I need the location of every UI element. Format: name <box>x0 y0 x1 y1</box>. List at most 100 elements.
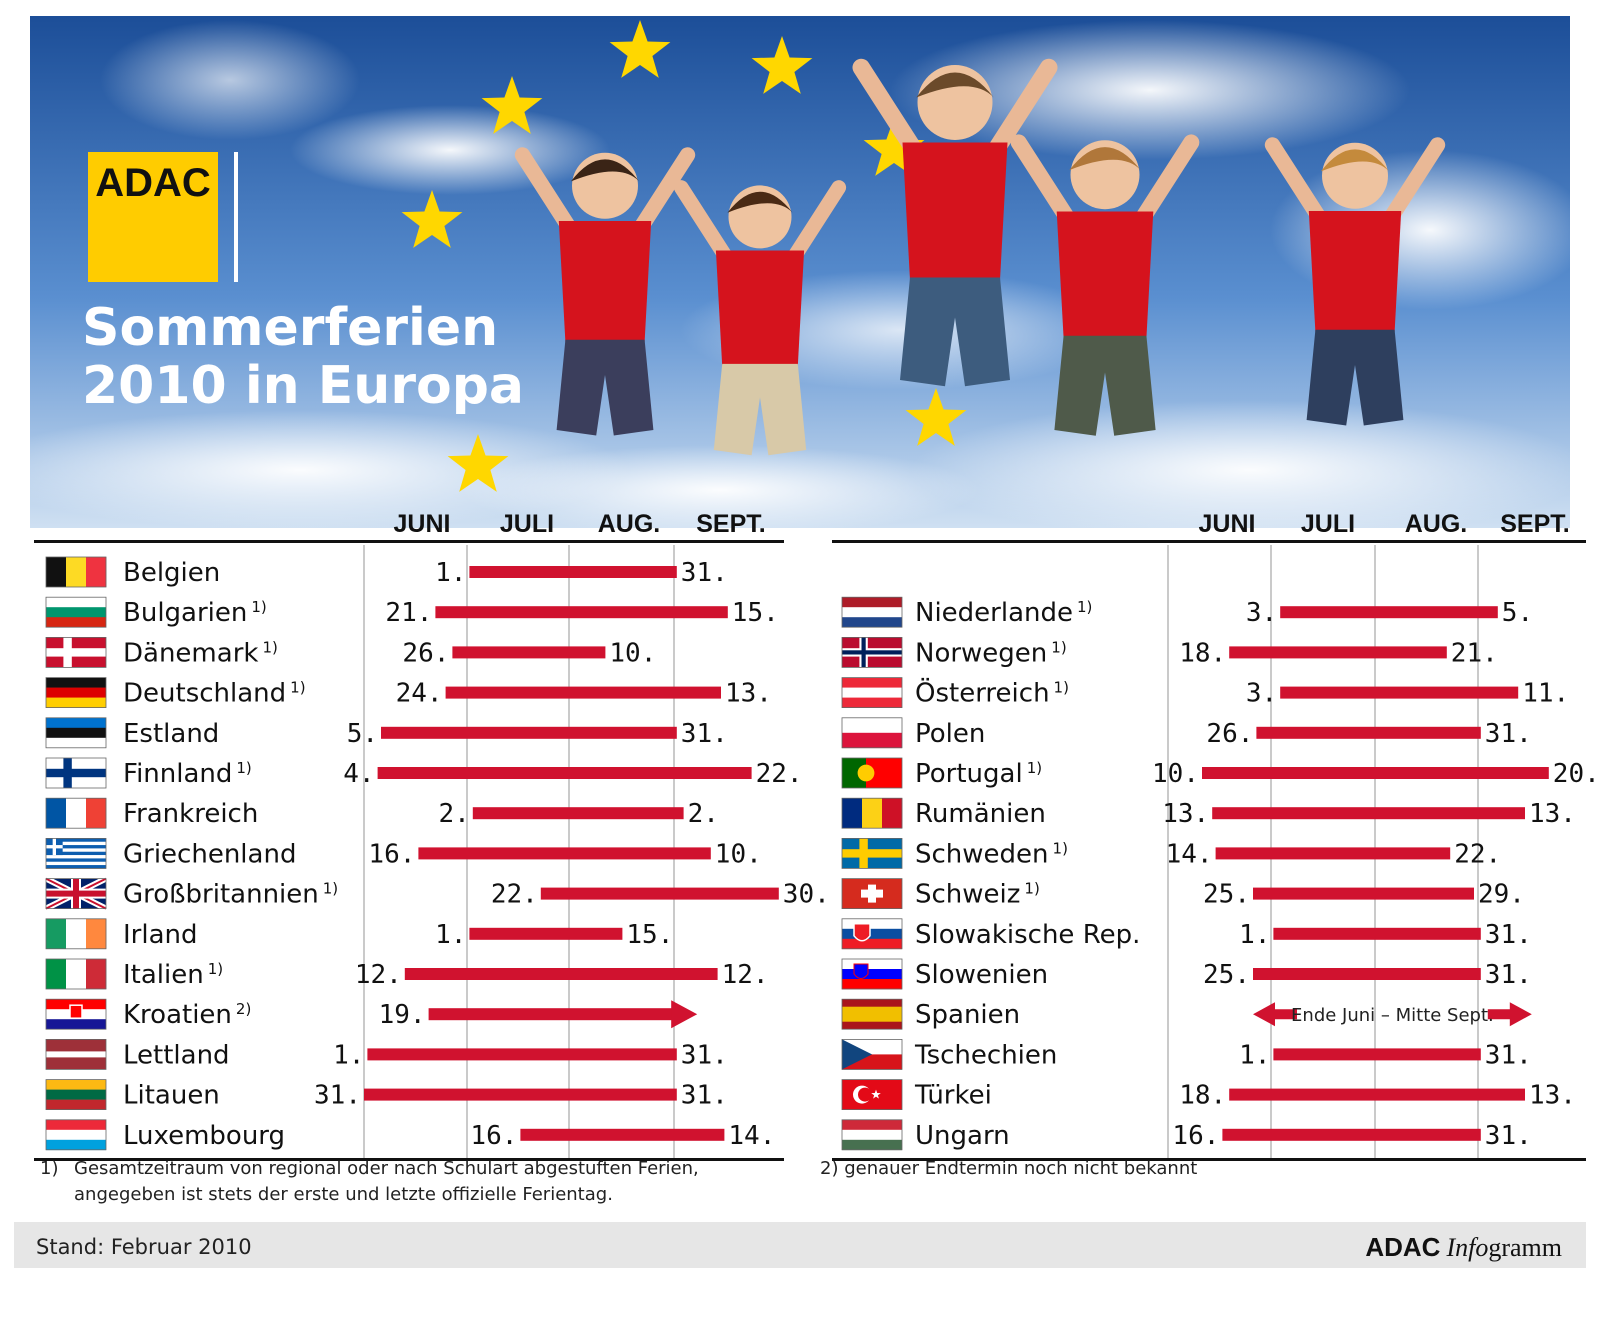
country-row-dk: Dänemark 1) 26. 10. <box>45 637 656 668</box>
end-day-label: 15. <box>732 598 779 628</box>
holiday-bar <box>1229 1088 1525 1101</box>
flag-border <box>841 998 903 1030</box>
flag-border <box>841 757 903 789</box>
flag-fr-icon <box>45 797 107 829</box>
holiday-bar <box>1202 767 1549 779</box>
footnote-1-line1: Gesamtzeitraum von regional oder nach Sc… <box>74 1158 699 1179</box>
flag-sk-icon <box>841 918 903 950</box>
footer-bar: Stand: Februar 2010 ADAC Infogramm <box>14 1222 1586 1268</box>
footnote-2: 2) genauer Endtermin noch nicht bekannt <box>820 1158 1197 1179</box>
open-end-arrow <box>671 1000 698 1029</box>
country-label: Italien <box>123 960 204 990</box>
holiday-bar <box>1273 927 1481 940</box>
holiday-bar <box>1273 1048 1481 1061</box>
country-label: Schweden <box>915 839 1049 869</box>
end-day-label: 10. <box>715 839 762 869</box>
country-label: Niederlande <box>915 598 1073 628</box>
country-row-nl: Niederlande 1) 3. 5. <box>841 596 1533 628</box>
flag-si-icon <box>841 958 903 990</box>
footnote-marker: 1) <box>290 679 305 697</box>
country-row-ch: Schweiz 1) 25. 29. <box>841 878 1525 910</box>
holiday-bar <box>469 927 623 940</box>
eu-star <box>905 388 967 446</box>
start-day-label: 14. <box>1166 839 1213 869</box>
end-day-label: 12. <box>722 960 769 990</box>
flag-bg-icon <box>45 596 107 628</box>
country-row-lu: Luxembourg 16. 14. <box>45 1119 775 1151</box>
start-day-label: 13. <box>1162 799 1209 829</box>
country-row-fr: Frankreich 2. 2. <box>45 797 719 829</box>
country-name: Schweden 1) <box>915 839 1068 869</box>
start-day-label: 1. <box>435 558 466 588</box>
flag-border <box>45 918 107 950</box>
start-day-label: 12. <box>355 960 402 990</box>
end-day-label: 31. <box>1485 960 1532 990</box>
flag-ro-icon <box>841 797 903 829</box>
country-label: Schweiz <box>915 880 1020 910</box>
child-figure <box>1264 137 1446 426</box>
holiday-bar <box>445 686 721 699</box>
holiday-bar <box>367 1048 677 1061</box>
country-row-at: Österreich 1) 3. 11. <box>841 677 1569 709</box>
end-day-label: 22. <box>756 759 803 789</box>
range-label: Ende Juni – Mitte Sept. <box>1291 1005 1494 1026</box>
flag-border <box>45 998 107 1030</box>
start-day-label: 22. <box>491 880 538 910</box>
range-arrow-left <box>1253 1002 1297 1027</box>
country-name: Polen <box>915 719 985 749</box>
country-label: Belgien <box>123 558 220 588</box>
flag-border <box>841 1079 903 1110</box>
country-name: Dänemark 1) <box>123 638 278 668</box>
start-day-label: 26. <box>1206 719 1253 749</box>
start-day-label: 3. <box>1246 679 1277 709</box>
end-day-label: 30. <box>783 880 830 910</box>
brand-rest: gramm <box>1488 1233 1562 1262</box>
page-title-line1: Sommerferien <box>82 298 498 358</box>
footer-rule-right <box>832 1158 1586 1161</box>
holiday-bar <box>1256 726 1481 739</box>
end-day-label: 31. <box>1485 1121 1532 1151</box>
eu-stars <box>401 20 967 492</box>
country-row-it: Italien 1) 12. 12. <box>45 958 769 990</box>
country-label: Luxembourg <box>123 1121 285 1151</box>
holiday-bar <box>1253 887 1474 900</box>
flag-border <box>45 1079 107 1110</box>
country-name: Litauen <box>123 1081 220 1111</box>
country-label: Griechenland <box>123 839 296 869</box>
footnote-marker: 1) <box>236 759 251 777</box>
country-name: Ungarn <box>915 1121 1010 1151</box>
footnote-marker: 1) <box>1077 598 1092 616</box>
flag-tr-icon <box>841 1079 903 1110</box>
brand-bold: ADAC <box>1365 1232 1440 1262</box>
flag-se-icon <box>841 838 903 869</box>
flag-fi-icon <box>45 757 107 789</box>
country-name: Tschechien <box>914 1040 1057 1070</box>
country-row-se: Schweden 1) 14. 22. <box>841 838 1501 869</box>
flag-gr-icon <box>45 838 107 869</box>
month-header-left-1: JULI <box>500 510 554 538</box>
month-header-right-1: JULI <box>1301 510 1355 538</box>
country-name: Lettland <box>123 1040 230 1070</box>
start-day-label: 16. <box>368 839 415 869</box>
start-day-label: 21. <box>385 598 432 628</box>
flag-it-icon <box>45 958 107 990</box>
country-name: Österreich 1) <box>915 677 1069 709</box>
footnote-marker: 1) <box>262 638 277 656</box>
footnote-marker: 1) <box>1053 839 1068 857</box>
country-name: Norwegen 1) <box>915 638 1067 668</box>
start-day-label: 2. <box>438 799 469 829</box>
country-name: Deutschland 1) <box>123 679 306 709</box>
country-row-de: Deutschland 1) 24. 13. <box>45 677 772 709</box>
country-label: Polen <box>915 719 985 749</box>
footnote-marker: 2) <box>236 1000 251 1018</box>
end-day-label: 11. <box>1522 679 1569 709</box>
flag-border <box>841 717 903 749</box>
country-name: Frankreich <box>123 799 258 829</box>
country-row-pl: Polen 26. 31. <box>841 717 1532 749</box>
flag-border <box>841 958 903 990</box>
header-banner: ADAC Sommerferien 2010 in Europa <box>0 16 1590 540</box>
country-name: Estland <box>123 719 219 749</box>
country-name: Griechenland <box>123 839 296 869</box>
